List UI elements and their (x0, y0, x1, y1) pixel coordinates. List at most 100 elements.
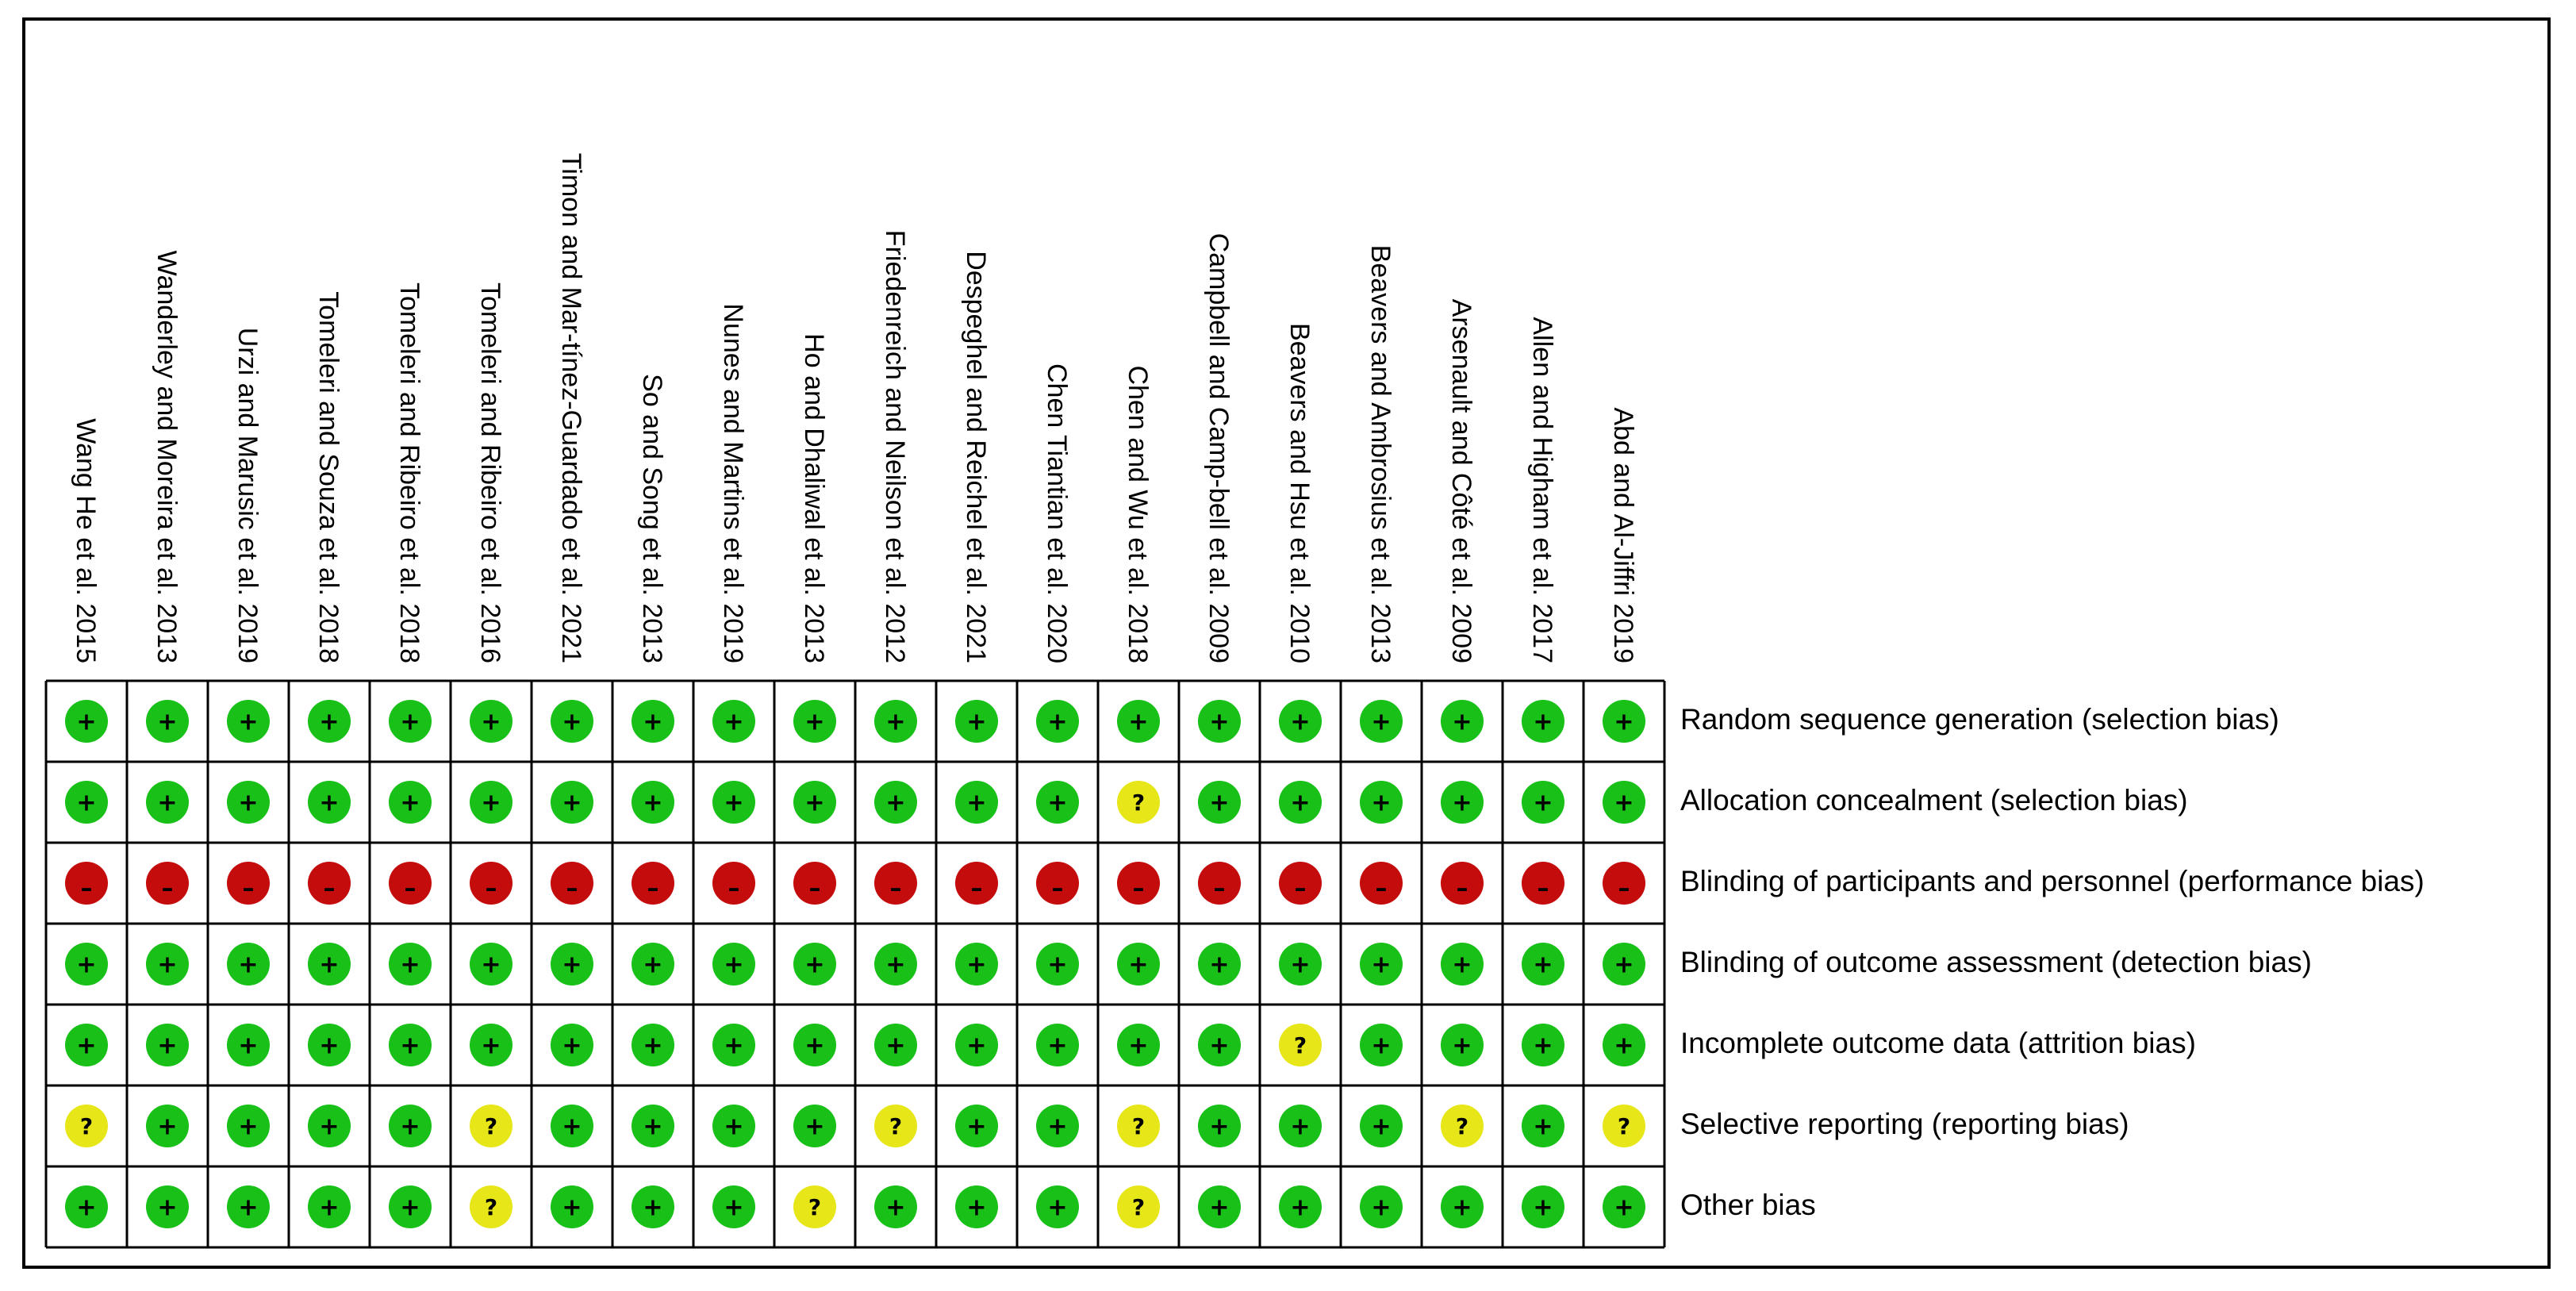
judgement-circle (65, 862, 108, 905)
judgement-mark-low: + (146, 943, 189, 986)
study-label: Chen Tiantian et al. 2020 (1042, 363, 1072, 663)
judgement-symbol: + (966, 709, 986, 736)
judgement-circle (65, 1105, 108, 1147)
judgement-mark-unclear: ? (1603, 1105, 1645, 1147)
judgement-symbol: + (724, 1113, 743, 1141)
judgement-circle (793, 1024, 836, 1066)
judgement-symbol: + (238, 790, 258, 817)
judgement-mark-unclear: ? (470, 1105, 513, 1147)
judgement-circle (65, 943, 108, 986)
study-label: Campbell and Camp-bell et al. 2009 (1204, 233, 1234, 663)
judgement-circle (1522, 1105, 1564, 1147)
judgement-mark-low: + (227, 1024, 270, 1066)
study-label: Nunes and Martins et al. 2019 (718, 303, 748, 663)
judgement-circle (470, 1185, 513, 1228)
judgement-symbol: + (804, 790, 824, 817)
judgement-mark-low: + (1198, 781, 1241, 824)
judgement-circle (1522, 943, 1564, 986)
judgement-circle (146, 1024, 189, 1066)
judgement-circle (65, 781, 108, 824)
judgement-mark-high: – (1117, 862, 1160, 905)
judgement-circle (712, 1105, 755, 1147)
study-label: Chen and Wu et al. 2018 (1123, 365, 1153, 663)
judgement-symbol: + (562, 951, 582, 979)
judgement-symbol: + (1290, 709, 1310, 736)
judgement-symbol: + (319, 1032, 339, 1060)
judgement-symbol: + (643, 1194, 662, 1222)
judgement-symbol: + (885, 709, 905, 736)
judgement-mark-low: + (955, 1105, 998, 1147)
judgement-circle (389, 700, 432, 743)
judgement-symbol: – (647, 875, 659, 903)
judgement-symbol: + (1452, 1194, 1472, 1222)
study-labels: Wang He et al. 2015 Wanderley and Moreira… (71, 153, 1638, 663)
judgement-circle (793, 862, 836, 905)
judgement-circle (1198, 943, 1241, 986)
judgement-symbol: + (1047, 1194, 1067, 1222)
judgement-mark-low: + (227, 700, 270, 743)
judgement-circle (793, 1105, 836, 1147)
study-label: Tomeleri and Souza et al. 2018 (313, 291, 344, 663)
judgement-mark-low: + (470, 700, 513, 743)
judgement-mark-low: + (1522, 1105, 1564, 1147)
judgement-circle (1360, 943, 1403, 986)
judgement-mark-high: – (470, 862, 513, 905)
judgement-circle (146, 943, 189, 986)
judgement-symbol: + (319, 1194, 339, 1222)
study-label: Wang He et al. 2015 (71, 418, 101, 663)
domain-label: Other bias (1680, 1189, 1816, 1221)
judgement-mark-low: + (1036, 700, 1079, 743)
judgement-symbol: + (966, 790, 986, 817)
judgement-mark-low: + (308, 1024, 351, 1066)
judgement-symbol: – (809, 875, 821, 903)
judgement-mark-low: + (1441, 781, 1484, 824)
judgement-mark-low: + (1360, 700, 1403, 743)
judgement-circle (551, 943, 593, 986)
judgement-symbol: – (566, 875, 578, 903)
judgement-circle (308, 862, 351, 905)
judgement-symbol: + (643, 790, 662, 817)
judgement-symbol: + (157, 1113, 177, 1141)
study-label: Arsenault and Côté et al. 2009 (1446, 299, 1476, 663)
judgement-circle (632, 862, 674, 905)
study-label: Beavers and Hsu et al. 2010 (1284, 323, 1315, 663)
judgement-symbol: + (643, 709, 662, 736)
judgement-symbol: + (804, 1113, 824, 1141)
judgement-symbol: – (1457, 875, 1468, 903)
judgement-circle (65, 700, 108, 743)
judgement-circle (308, 700, 351, 743)
judgement-circle (712, 862, 755, 905)
judgement-circle (793, 781, 836, 824)
judgement-symbol: ? (1132, 1113, 1145, 1139)
judgement-circle (1603, 700, 1645, 743)
judgement-symbol: + (724, 1194, 743, 1222)
judgement-mark-low: + (1360, 943, 1403, 986)
judgement-circle (1198, 781, 1241, 824)
judgement-symbol: + (1371, 1113, 1391, 1141)
judgement-symbol: + (400, 790, 420, 817)
judgement-symbol: + (1047, 790, 1067, 817)
judgement-circle (551, 1024, 593, 1066)
judgement-mark-low: + (389, 943, 432, 986)
judgement-symbol: + (238, 1032, 258, 1060)
judgement-symbol: + (1209, 709, 1229, 736)
judgement-mark-low: + (65, 781, 108, 824)
judgement-mark-high: – (1603, 862, 1645, 905)
judgement-symbol: + (400, 1032, 420, 1060)
judgement-circle (1036, 862, 1079, 905)
judgement-circle (1279, 700, 1322, 743)
study-label: Abd and Al-Jiffri 2019 (1608, 407, 1638, 663)
judgement-symbol: + (724, 951, 743, 979)
judgement-symbol: + (238, 1194, 258, 1222)
judgement-mark-low: + (874, 943, 917, 986)
judgement-mark-high: – (712, 862, 755, 905)
judgement-circle (551, 1185, 593, 1228)
judgement-symbol: + (1614, 1032, 1634, 1060)
judgement-circle (1522, 700, 1564, 743)
judgement-circle (1036, 943, 1079, 986)
judgement-circle (65, 1185, 108, 1228)
judgement-mark-low: + (65, 1024, 108, 1066)
study-label: So and Song et al. 2013 (637, 374, 667, 663)
judgement-symbol: + (1047, 1032, 1067, 1060)
judgement-symbol: + (1533, 951, 1553, 979)
